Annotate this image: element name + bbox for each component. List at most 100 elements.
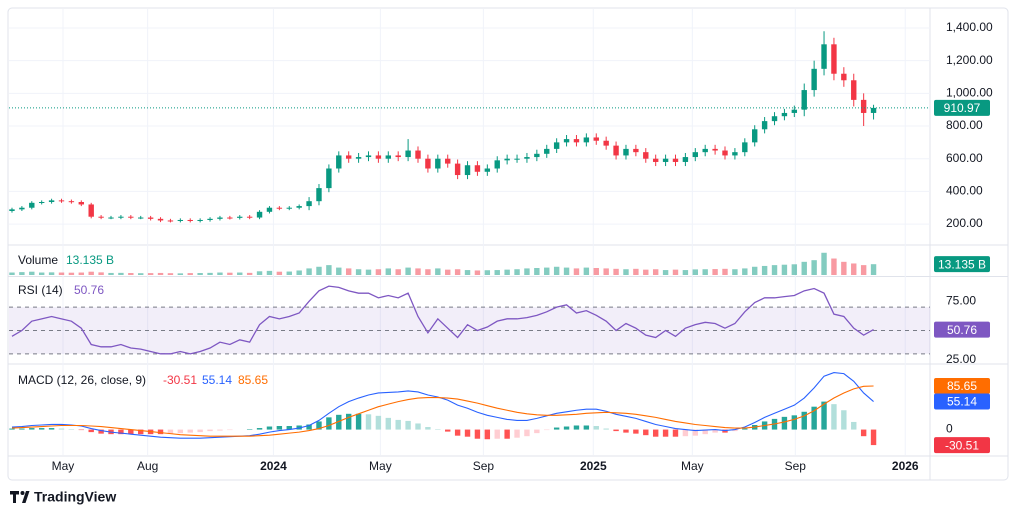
- candle-body: [652, 158, 659, 162]
- candle-body: [316, 188, 322, 202]
- volume-bar: [167, 273, 174, 275]
- macd-histogram-bar: [672, 429, 679, 437]
- candle-body: [118, 216, 124, 218]
- macd-histogram-bar: [227, 429, 233, 431]
- macd-histogram-bar: [118, 429, 124, 435]
- signal-line: [11, 385, 874, 437]
- candle-body: [326, 168, 332, 189]
- volume-bar: [870, 264, 877, 275]
- candle-body: [454, 163, 461, 176]
- candle-body: [603, 140, 609, 146]
- macd-histogram-bar: [405, 420, 411, 430]
- volume-bar: [138, 273, 144, 275]
- macd-histogram-bar: [553, 427, 560, 430]
- macd-last-badge: 55.14: [947, 395, 977, 409]
- macd-last-badge-bg: [934, 393, 990, 410]
- volume-bar: [672, 269, 679, 275]
- macd-histogram-bar: [860, 429, 867, 437]
- candle-body: [791, 109, 798, 113]
- volume-bar: [385, 268, 391, 275]
- candle-body: [405, 150, 411, 158]
- macd-histogram-bar: [88, 429, 94, 433]
- macd-hist-badge: -30.51: [945, 438, 979, 452]
- macd-histogram-bar: [524, 429, 530, 437]
- x-tick-label: 2024: [260, 459, 287, 473]
- macd-histogram-bar: [613, 429, 619, 432]
- macd-histogram-bar: [662, 429, 669, 437]
- macd-histogram-bar: [355, 413, 362, 430]
- volume-bar: [38, 272, 45, 275]
- macd-histogram-bar: [286, 426, 292, 430]
- macd-histogram-bar: [454, 429, 461, 436]
- volume-bar: [246, 272, 253, 275]
- candle-body: [58, 200, 65, 202]
- candle-body: [583, 137, 590, 143]
- candle-body: [78, 202, 85, 205]
- candle-body: [38, 202, 45, 204]
- volume-bar: [821, 252, 827, 275]
- volume-bar: [365, 269, 372, 275]
- macd-histogram-bar: [266, 426, 273, 430]
- macd-hist-badge-bg: [934, 437, 990, 454]
- volume-bar: [395, 269, 401, 275]
- volume-bar: [860, 265, 867, 275]
- macd-histogram-bar: [742, 428, 748, 430]
- volume-bar: [296, 270, 302, 275]
- volume-bar: [851, 263, 857, 275]
- volume-bar: [336, 267, 342, 275]
- candle-body: [643, 152, 649, 159]
- x-tick-label: May: [52, 459, 75, 473]
- macd-histogram-bar: [365, 414, 372, 430]
- candle-body: [613, 145, 619, 156]
- candle-body: [197, 219, 203, 221]
- volume-bar: [98, 272, 104, 275]
- volume-bar: [544, 267, 550, 275]
- macd-histogram-bar: [177, 429, 184, 434]
- candle-body: [821, 44, 827, 69]
- candle-body: [504, 158, 510, 161]
- macd-histogram-bar: [29, 428, 35, 430]
- macd-histogram-bar: [514, 429, 520, 438]
- volume-bar: [326, 265, 332, 275]
- candle-body: [563, 139, 570, 143]
- candle-body: [860, 99, 867, 113]
- candle-body: [662, 158, 669, 162]
- macd-histogram-bar: [623, 429, 629, 433]
- macd-histogram-bar: [48, 428, 55, 430]
- macd-histogram-bar: [138, 429, 144, 435]
- candle-body: [692, 152, 698, 158]
- volume-bar: [78, 272, 85, 275]
- volume-bar: [712, 269, 718, 275]
- volume-bar: [504, 269, 510, 275]
- macd-histogram-bar: [395, 419, 401, 430]
- macd-histogram-bar: [603, 428, 609, 430]
- volume-bar: [237, 272, 243, 275]
- signal-last-badge: 85.65: [947, 379, 977, 393]
- macd-histogram-bar: [831, 404, 837, 430]
- volume-last-badge-bg: [934, 256, 990, 273]
- candle-body: [9, 209, 15, 211]
- volume-bar: [662, 270, 669, 275]
- volume-bar: [217, 272, 223, 275]
- candle-body: [306, 201, 312, 207]
- candle-body: [633, 148, 639, 153]
- candle-body: [781, 112, 788, 117]
- macd-hist-last: -30.51: [163, 373, 197, 387]
- volume-bar: [108, 272, 114, 275]
- volume-bar: [573, 268, 580, 275]
- x-tick-label: 2026: [892, 459, 919, 473]
- rsi-last-badge: 50.76: [947, 323, 977, 337]
- volume-bar: [623, 269, 629, 275]
- signal-last-badge-bg: [934, 378, 990, 395]
- volume-bar: [345, 268, 352, 275]
- candle-body: [296, 206, 302, 208]
- macd-histogram-bar: [464, 429, 471, 437]
- volume-bar: [306, 268, 312, 275]
- brand-logo: [10, 491, 30, 503]
- macd-histogram-bar: [336, 414, 342, 430]
- candle-body: [108, 217, 114, 219]
- candle-body: [484, 168, 491, 172]
- rsi-last-badge-bg: [934, 321, 990, 338]
- macd-histogram-bar: [692, 429, 698, 436]
- candle-body: [702, 148, 708, 153]
